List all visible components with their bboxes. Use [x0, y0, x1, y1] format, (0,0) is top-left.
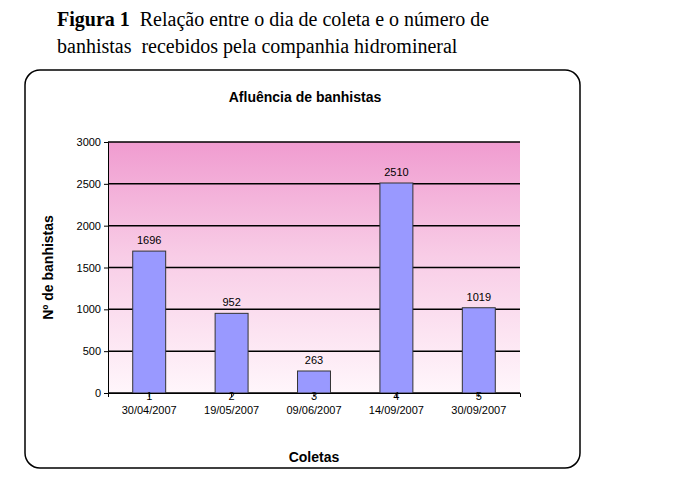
- grid-line: [108, 350, 520, 352]
- y-tick-label: 0: [95, 387, 101, 399]
- y-tick-mark: [104, 226, 108, 227]
- caption-line: banhistas recebidos pela companhia hidro…: [57, 35, 458, 58]
- x-tick: 3 09/06/2007: [286, 390, 341, 416]
- y-tick: 1500: [77, 262, 108, 274]
- caption-line: Relação entre o dia de coleta e o número…: [140, 8, 489, 31]
- y-tick: 3000: [77, 136, 108, 148]
- x-tick: 4 14/09/2007: [369, 390, 424, 416]
- x-tick: 2 19/05/2007: [204, 390, 259, 416]
- y-tick: 1000: [77, 303, 108, 315]
- x-axis-title: Coletas: [289, 449, 340, 465]
- x-tick-label-line: 2: [229, 390, 235, 402]
- y-tick: 2000: [77, 220, 108, 232]
- y-tick-mark: [104, 184, 108, 185]
- plot-background: [108, 142, 520, 393]
- y-tick-label: 2000: [77, 220, 101, 232]
- x-tick-label: 3 09/06/2007: [286, 390, 341, 416]
- caption: Figura 1 Relação entre o dia de coleta e …: [57, 8, 489, 31]
- x-tick-label: 2 19/05/2007: [204, 390, 259, 416]
- x-tick-label: 4 14/09/2007: [369, 390, 424, 416]
- caption-label: Figura 1: [57, 8, 130, 31]
- chart-title: Afluência de banhistas: [229, 89, 382, 105]
- y-tick-mark: [104, 393, 108, 394]
- x-tick-label-line: 4: [393, 390, 399, 402]
- bar: [380, 183, 413, 393]
- x-tick-label-line: 09/06/2007: [286, 404, 341, 416]
- data-labels: 1696 952 263 2510 1019: [137, 166, 491, 366]
- data-label: 1696: [137, 234, 161, 246]
- x-tick-label-line: 30/04/2007: [122, 404, 177, 416]
- y-tick-mark: [104, 142, 108, 143]
- y-tick-mark: [104, 268, 108, 269]
- data-label: 263: [305, 354, 323, 366]
- x-tick-label-line: 5: [476, 390, 482, 402]
- x-tick-label: 5 30/09/2007: [451, 390, 506, 416]
- x-tick-label-line: 30/09/2007: [451, 404, 506, 416]
- data-label: 952: [222, 296, 240, 308]
- y-axis-title: Nº de banhistas: [40, 215, 56, 320]
- y-tick-label: 3000: [77, 136, 101, 148]
- x-tick-label-line: 19/05/2007: [204, 404, 259, 416]
- figure: Figura 1 Relação entre o dia de coleta e …: [0, 0, 696, 501]
- grid-line: [108, 309, 520, 311]
- x-axis: 1 30/04/2007 2 19/05/2007 3 09/06/2007 4 14/09/…: [109, 390, 521, 416]
- y-tick-label: 2500: [77, 178, 101, 190]
- y-tick: 0: [95, 387, 108, 399]
- x-tick-label-line: 1: [146, 390, 152, 402]
- grid-line: [108, 267, 520, 269]
- y-tick-mark: [104, 309, 108, 310]
- chart-frame: [25, 70, 580, 468]
- bar: [462, 308, 495, 393]
- grid-line: [108, 225, 520, 227]
- y-tick: 500: [83, 345, 108, 357]
- y-tick-label: 500: [83, 345, 101, 357]
- bars: [133, 183, 496, 393]
- y-tick-mark: [104, 351, 108, 352]
- x-tick-label-line: 14/09/2007: [369, 404, 424, 416]
- y-axis-line: [104, 143, 109, 394]
- grid-line: [108, 183, 520, 185]
- bar: [133, 251, 166, 393]
- grid-line: [108, 141, 520, 143]
- x-tick-label: 1 30/04/2007: [122, 390, 177, 416]
- y-tick-label: 1500: [77, 262, 101, 274]
- x-tick: 5 30/09/2007: [451, 390, 506, 416]
- x-tick: 1 30/04/2007: [122, 390, 177, 416]
- y-tick: 2500: [77, 178, 108, 190]
- data-label: 2510: [384, 166, 408, 178]
- y-axis: 0 500 1000 1500 2000 2500 3000: [77, 136, 109, 399]
- data-label: 1019: [467, 291, 491, 303]
- y-tick-label: 1000: [77, 303, 101, 315]
- x-tick-label-line: 3: [311, 390, 317, 402]
- bar: [215, 313, 248, 393]
- grid: [108, 142, 520, 393]
